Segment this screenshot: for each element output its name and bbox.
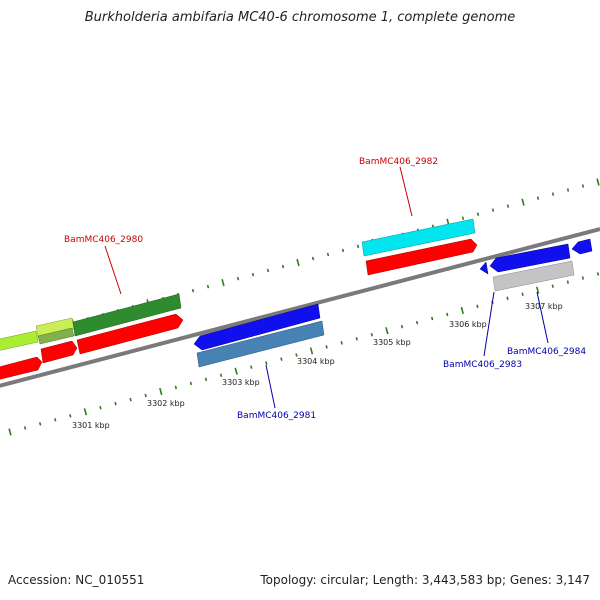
tick-label-3301: 3301 kbp — [72, 421, 110, 430]
feature-steelblue-2981[interactable] — [196, 320, 325, 368]
outer-tick-mark — [521, 198, 525, 206]
inner-tick-mark — [99, 405, 102, 410]
inner-tick-mark — [430, 316, 434, 321]
feature-cds-left-2[interactable] — [0, 356, 43, 380]
outer-tick-mark — [596, 178, 600, 186]
inner-tick-mark — [83, 408, 88, 416]
outer-tick-mark — [266, 268, 270, 273]
leader-line-2984 — [536, 291, 549, 344]
outer-tick-mark — [326, 252, 330, 257]
tick-label-3306: 3306 kbp — [449, 320, 487, 329]
outer-tick-mark — [461, 216, 465, 220]
inner-tick-ring — [8, 272, 600, 436]
outer-tick-mark — [506, 204, 510, 208]
outer-tick-mark — [551, 192, 555, 196]
outer-tick-mark — [251, 272, 255, 277]
leader-line-2980 — [104, 245, 122, 295]
feature-cds-left-1[interactable] — [40, 340, 78, 364]
inner-tick-mark — [8, 428, 12, 436]
inner-tick-mark — [54, 418, 57, 422]
feature-cds-2980[interactable] — [76, 313, 184, 355]
outer-tick-mark — [206, 284, 210, 289]
inner-tick-mark — [23, 426, 27, 430]
map-title: Burkholderia ambifaria MC40-6 chromosome… — [84, 10, 516, 25]
gene-label-2983[interactable]: BamMC406_2983 — [443, 360, 522, 370]
inner-tick-mark — [234, 367, 238, 375]
inner-tick-mark — [340, 341, 343, 345]
leader-line-2983 — [483, 291, 495, 357]
inner-tick-mark — [159, 387, 163, 396]
tick-label-3304: 3304 kbp — [297, 357, 335, 366]
inner-tick-mark — [446, 312, 449, 317]
inner-tick-mark — [204, 377, 208, 382]
inner-tick-mark — [370, 333, 374, 337]
topology-text: Topology: circular; Length: 3,443,583 bp… — [260, 573, 590, 587]
inner-tick-mark — [174, 385, 178, 390]
outer-tick-mark — [491, 208, 495, 212]
feature-gene-2981[interactable] — [193, 303, 321, 351]
inner-tick-mark — [129, 397, 132, 402]
leader-line-2982 — [399, 166, 413, 217]
feature-gene-2982[interactable] — [361, 218, 476, 257]
inner-tick-mark — [38, 422, 42, 426]
outer-tick-mark — [581, 184, 585, 188]
inner-tick-mark — [309, 347, 314, 355]
outer-tick-mark — [296, 258, 300, 267]
inner-tick-mark — [415, 320, 419, 325]
inner-tick-mark — [566, 280, 570, 284]
leader-line-2981 — [265, 364, 276, 409]
inner-tick-mark — [250, 365, 253, 369]
outer-tick-mark — [566, 188, 570, 192]
feature-cds-2982[interactable] — [365, 238, 478, 276]
gene-label-2984[interactable]: BamMC406_2984 — [507, 347, 586, 357]
inner-tick-mark — [295, 353, 298, 357]
inner-tick-mark — [355, 337, 358, 341]
inner-tick-mark — [400, 324, 404, 329]
feature-gene-2983-small[interactable] — [479, 261, 489, 275]
outer-tick-mark — [191, 288, 195, 293]
tick-label-3303: 3303 kbp — [222, 378, 260, 387]
gene-label-2980[interactable]: BamMC406_2980 — [64, 235, 143, 245]
inner-tick-mark — [189, 381, 193, 386]
feature-lime[interactable] — [0, 317, 75, 351]
inner-tick-mark — [476, 304, 479, 309]
tick-label-3307: 3307 kbp — [525, 302, 563, 311]
inner-tick-mark — [551, 284, 554, 288]
tick-label-3302: 3302 kbp — [147, 399, 185, 408]
backbone-line — [0, 227, 600, 388]
outer-tick-mark — [236, 276, 240, 281]
inner-tick-mark — [265, 361, 268, 365]
accession-text: Accession: NC_010551 — [8, 573, 145, 587]
inner-tick-mark — [506, 296, 509, 301]
inner-tick-mark — [69, 414, 72, 418]
inner-tick-mark — [114, 401, 117, 406]
inner-tick-mark — [460, 306, 464, 315]
outer-tick-mark — [356, 244, 360, 249]
gene-label-2982[interactable]: BamMC406_2982 — [359, 157, 438, 167]
feature-gray-2983[interactable] — [492, 260, 575, 292]
outer-tick-mark — [311, 256, 315, 261]
outer-tick-mark — [476, 212, 480, 216]
inner-tick-mark — [144, 393, 147, 398]
inner-tick-mark — [325, 345, 328, 349]
outer-tick-mark — [536, 196, 540, 200]
tick-label-3305: 3305 kbp — [373, 338, 411, 347]
inner-tick-mark — [521, 292, 524, 297]
outer-tick-mark — [281, 264, 285, 269]
outer-tick-mark — [341, 248, 345, 253]
inner-tick-mark — [536, 286, 540, 294]
gene-label-2981[interactable]: BamMC406_2981 — [237, 411, 316, 421]
feature-gene-2984[interactable] — [571, 238, 593, 255]
feature-gene-2980[interactable] — [72, 293, 182, 337]
feature-gene-2983[interactable] — [489, 243, 571, 273]
outer-tick-mark — [221, 279, 225, 287]
inner-tick-mark — [581, 276, 585, 280]
inner-tick-mark — [280, 357, 283, 361]
inner-tick-mark — [385, 327, 389, 335]
inner-tick-mark — [596, 272, 600, 276]
inner-tick-mark — [219, 373, 223, 378]
